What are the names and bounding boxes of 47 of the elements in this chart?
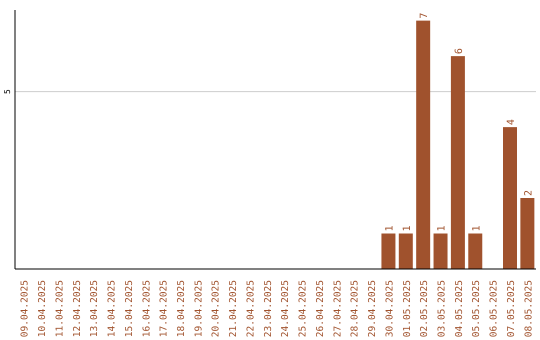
x-tick-label: 09.04.2025 <box>20 280 31 338</box>
bar <box>416 20 430 269</box>
x-tick-label: 20.04.2025 <box>210 280 222 338</box>
x-tick-label: 19.04.2025 <box>193 280 204 338</box>
bar <box>434 234 448 269</box>
bar <box>381 234 396 269</box>
bar <box>520 198 534 269</box>
x-tick-label: 10.04.2025 <box>37 280 48 338</box>
x-tick-label: 18.04.2025 <box>176 280 187 338</box>
x-tick-label: 08.05.2025 <box>523 280 534 338</box>
bar <box>503 127 518 269</box>
x-tick-label: 28.04.2025 <box>350 280 361 338</box>
data-label: 1 <box>384 225 396 232</box>
x-tick-label: 25.04.2025 <box>298 280 309 338</box>
x-tick-label: 22.04.2025 <box>245 280 256 338</box>
data-label: 1 <box>402 225 413 232</box>
x-tick-label: 06.05.2025 <box>488 280 500 338</box>
x-tick-label: 02.05.2025 <box>419 280 430 338</box>
x-tick-label: 17.04.2025 <box>158 280 170 338</box>
x-tick-label: 16.04.2025 <box>141 280 152 338</box>
x-tick-label: 05.05.2025 <box>471 280 482 338</box>
x-tick-label: 23.04.2025 <box>262 280 274 338</box>
bar <box>468 234 482 269</box>
x-tick-label: 12.04.2025 <box>72 280 83 338</box>
x-tick-label: 03.05.2025 <box>436 280 448 338</box>
data-label: 7 <box>419 12 430 19</box>
data-label: 2 <box>523 190 534 196</box>
x-tick-label: 26.04.2025 <box>314 280 326 338</box>
x-tick-label: 29.04.2025 <box>367 280 378 338</box>
x-tick-label: 04.05.2025 <box>454 280 465 338</box>
x-tick-label: 21.04.2025 <box>228 280 240 338</box>
data-label: 1 <box>471 225 482 232</box>
x-tick-label: 01.05.2025 <box>402 280 413 338</box>
bar <box>398 234 413 269</box>
x-tick-label: 24.04.2025 <box>280 280 292 338</box>
x-tick-label: 30.04.2025 <box>384 280 396 338</box>
data-label: 4 <box>506 119 518 126</box>
x-tick-label: 11.04.2025 <box>54 280 66 338</box>
x-tick-label: 27.04.2025 <box>332 280 344 338</box>
x-tick-label: 15.04.2025 <box>124 280 135 338</box>
x-tick-label: 14.04.2025 <box>106 280 118 338</box>
data-label: 6 <box>454 48 465 54</box>
x-tick-label: 07.05.2025 <box>506 280 517 338</box>
y-tick-label: 5 <box>3 89 12 94</box>
data-label: 1 <box>436 225 448 232</box>
x-tick-label: 13.04.2025 <box>89 280 100 338</box>
bar <box>450 56 465 269</box>
